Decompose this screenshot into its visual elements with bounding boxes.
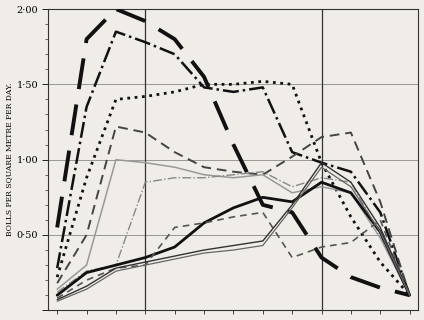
Y-axis label: BOLLS PER SQUARE METRE PER DAY.: BOLLS PER SQUARE METRE PER DAY. [6, 83, 14, 236]
